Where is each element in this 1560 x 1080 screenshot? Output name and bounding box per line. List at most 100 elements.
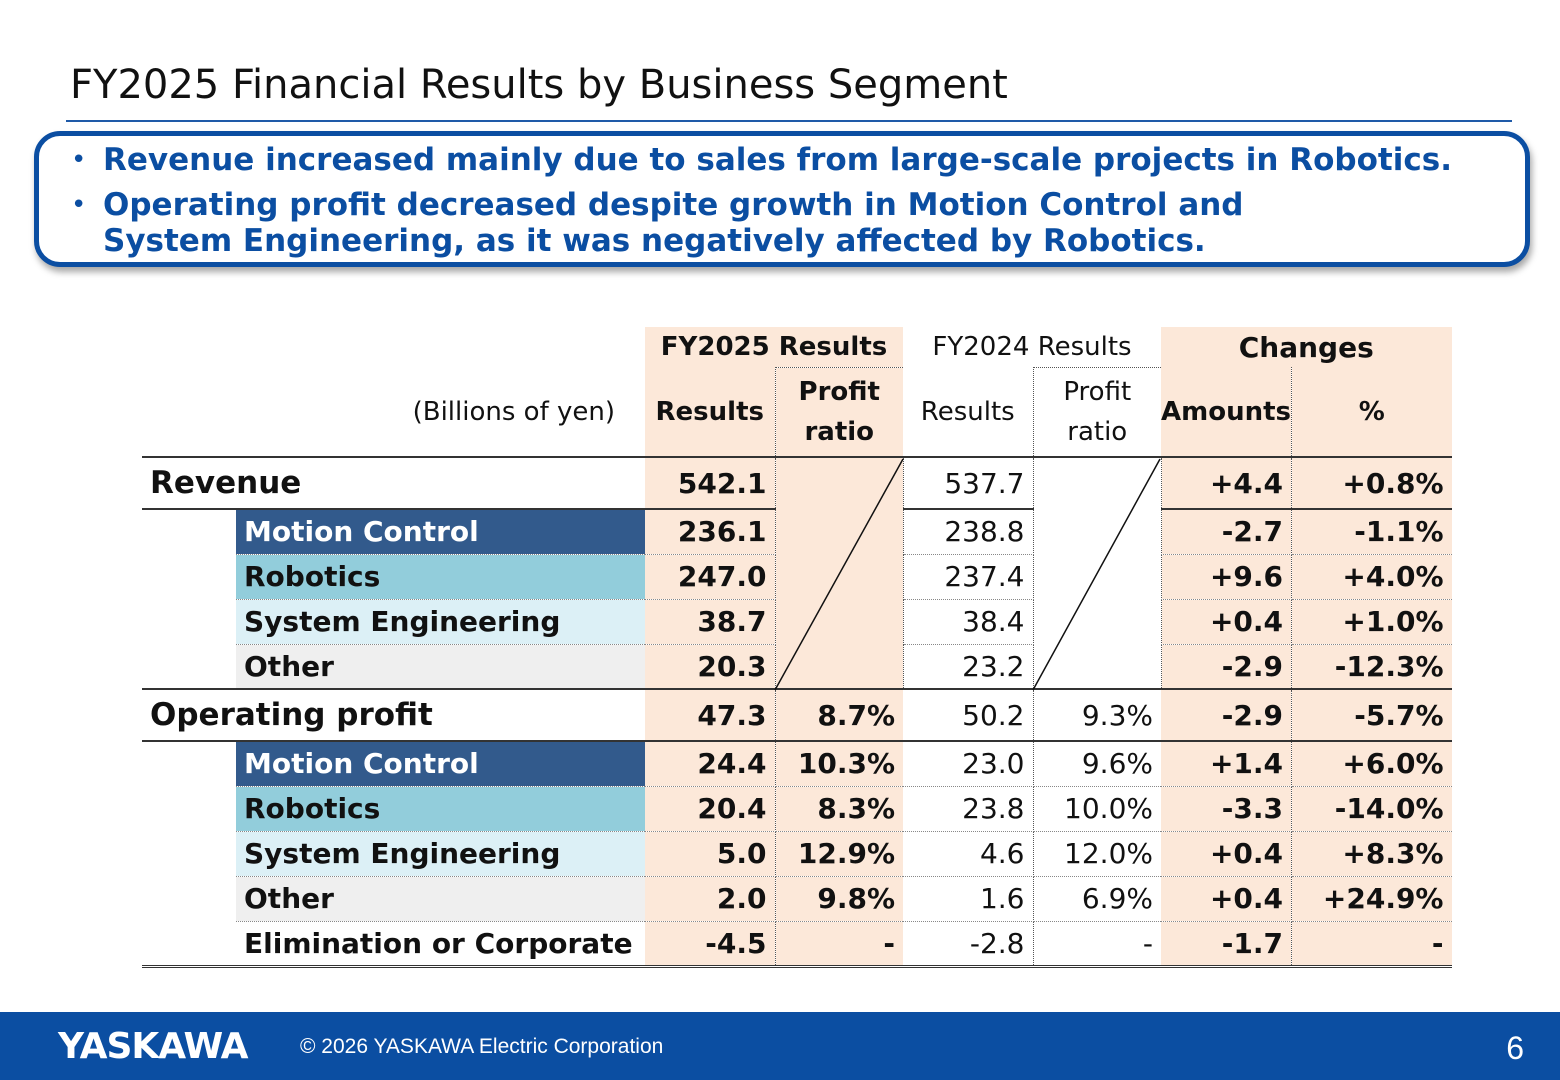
title-divider <box>66 120 1512 122</box>
table-cell: -1.1% <box>1291 509 1452 555</box>
op-fy25: 47.3 <box>645 689 776 741</box>
table-cell: +9.6 <box>1160 554 1292 600</box>
header-profit-word: Profit <box>798 376 880 407</box>
header-percent: % <box>1291 367 1452 457</box>
table-cell: 236.1 <box>645 509 776 555</box>
revenue-pct: +0.8% <box>1291 457 1452 510</box>
table-cell: -12.3% <box>1291 644 1452 689</box>
table-cell: -14.0% <box>1291 786 1452 832</box>
units-label: (Billions of yen) <box>412 396 615 427</box>
header-amounts: Amounts <box>1161 367 1292 457</box>
header-fy2024: FY2024 Results <box>932 331 1132 362</box>
table-cell: 247.0 <box>645 554 776 600</box>
table-cell: 5.0 <box>645 831 776 877</box>
summary-bullet-2: • Operating profit decreased despite gro… <box>71 187 1371 259</box>
segment-label-motion-control: Motion Control <box>236 509 645 555</box>
table-cell: +0.4 <box>1161 831 1292 877</box>
footer-bar: YASKAWA © 2026 YASKAWA Electric Corporat… <box>0 1012 1560 1080</box>
table-cell: -2.9 <box>1160 644 1292 689</box>
header-fy2025: FY2025 Results <box>645 327 903 367</box>
table-cell: 237.4 <box>903 554 1034 600</box>
segment-label-elimination: Elimination or Corporate <box>244 926 633 960</box>
table-cell: 23.0 <box>903 741 1034 787</box>
table-cell: -2.7 <box>1160 509 1292 555</box>
segment-label-motion-control: Motion Control <box>236 741 645 787</box>
table-cell: 9.6% <box>1033 741 1161 787</box>
table-cell: 12.9% <box>775 831 903 877</box>
op-amount: -2.9 <box>1161 689 1292 741</box>
segment-label-other: Other <box>236 876 645 922</box>
table-cell: - <box>1291 921 1452 966</box>
table-row: Elimination or Corporate -4.5 - -2.8 - -… <box>142 921 1452 966</box>
table-cell: 20.3 <box>645 644 776 689</box>
header-fy25-results: Results <box>645 367 776 457</box>
segment-label-robotics: Robotics <box>236 786 645 832</box>
table-cell: 6.9% <box>1033 876 1161 922</box>
table-row: System Engineering 5.0 12.9% 4.6 12.0% +… <box>142 831 1452 877</box>
table-row: Robotics 247.0 237.4 +9.6 +4.0% <box>142 554 1452 600</box>
op-fy24-ratio: 9.3% <box>1081 698 1153 732</box>
table-cell: -4.5 <box>645 921 776 966</box>
table-cell: 10.3% <box>775 741 903 787</box>
revenue-fy25: 542.1 <box>645 457 776 510</box>
header-profit-word: Profit <box>1063 376 1132 407</box>
summary-text-2: Operating profit decreased despite growt… <box>103 187 1244 259</box>
table-cell: +4.0% <box>1291 554 1452 600</box>
table-row: System Engineering 38.7 38.4 +0.4 +1.0% <box>142 599 1452 645</box>
table-cell: -3.3 <box>1161 786 1292 832</box>
table-cell: - <box>1142 926 1153 960</box>
table-cell: 23.2 <box>903 644 1034 689</box>
table-cell: +24.9% <box>1291 876 1452 922</box>
table-row: Motion Control 24.4 10.3% 23.0 9.6% +1.4… <box>142 741 1452 787</box>
table-row: Motion Control 236.1 238.8 -2.7 -1.1% <box>142 509 1452 555</box>
header-fy24-profit-ratio: Profit ratio <box>1033 366 1161 457</box>
table-cell: +1.4 <box>1161 741 1292 787</box>
header-ratio-word: ratio <box>804 416 875 447</box>
table-cell: 12.0% <box>1033 831 1161 877</box>
summary-bullet-1: • Revenue increased mainly due to sales … <box>71 142 1452 178</box>
header-fy25-profit-ratio: Profit ratio <box>775 366 903 457</box>
table-cell: 10.0% <box>1033 786 1161 832</box>
table-cell: +1.0% <box>1291 599 1452 645</box>
segment-label-robotics: Robotics <box>236 554 645 600</box>
table-cell: +6.0% <box>1291 741 1452 787</box>
table-cell: 9.8% <box>775 876 903 922</box>
table-cell: 38.4 <box>903 599 1034 645</box>
page-title: FY2025 Financial Results by Business Seg… <box>70 62 1008 108</box>
table-cell: - <box>775 921 903 966</box>
table-cell: 38.7 <box>645 599 776 645</box>
summary-box: • Revenue increased mainly due to sales … <box>34 131 1530 267</box>
table-cell: 4.6 <box>903 831 1034 877</box>
segment-results-table: FY2025 Results FY2024 Results Changes (B… <box>142 327 1452 968</box>
table-cell: 2.0 <box>645 876 776 922</box>
table-row: Robotics 20.4 8.3% 23.8 10.0% -3.3 -14.0… <box>142 786 1452 832</box>
table-cell: +8.3% <box>1291 831 1452 877</box>
table-cell: 1.6 <box>903 876 1034 922</box>
header-fy24-results: Results <box>903 367 1034 457</box>
segment-label-system-engineering: System Engineering <box>236 599 645 645</box>
table-cell: 24.4 <box>645 741 776 787</box>
revenue-fy24: 537.7 <box>903 457 1034 510</box>
copyright-text: © 2026 YASKAWA Electric Corporation <box>300 1035 664 1058</box>
revenue-amount: +4.4 <box>1160 457 1292 510</box>
header-changes: Changes <box>1161 327 1452 367</box>
revenue-fy24-ratio-na <box>1033 457 1161 689</box>
bullet-dot-icon: • <box>71 145 87 175</box>
bullet-dot-icon: • <box>71 190 87 220</box>
revenue-fy25-ratio-na <box>775 457 904 689</box>
page-number: 6 <box>1506 1030 1524 1066</box>
operating-profit-label: Operating profit <box>150 697 433 733</box>
table-cell: 8.3% <box>775 786 903 832</box>
op-fy24: 50.2 <box>903 689 1034 741</box>
yaskawa-logo: YASKAWA <box>58 1026 249 1067</box>
segment-label-other: Other <box>236 644 645 689</box>
op-pct: -5.7% <box>1291 689 1452 741</box>
table-row: Other 20.3 23.2 -2.9 -12.3% <box>142 644 1452 689</box>
table-cell: 238.8 <box>903 509 1034 555</box>
table-cell: +0.4 <box>1160 599 1292 645</box>
header-ratio-word: ratio <box>1067 416 1128 447</box>
table-cell: 20.4 <box>645 786 776 832</box>
summary-text-1: Revenue increased mainly due to sales fr… <box>103 142 1452 178</box>
table-cell: +0.4 <box>1161 876 1292 922</box>
table-cell: -1.7 <box>1161 921 1292 966</box>
